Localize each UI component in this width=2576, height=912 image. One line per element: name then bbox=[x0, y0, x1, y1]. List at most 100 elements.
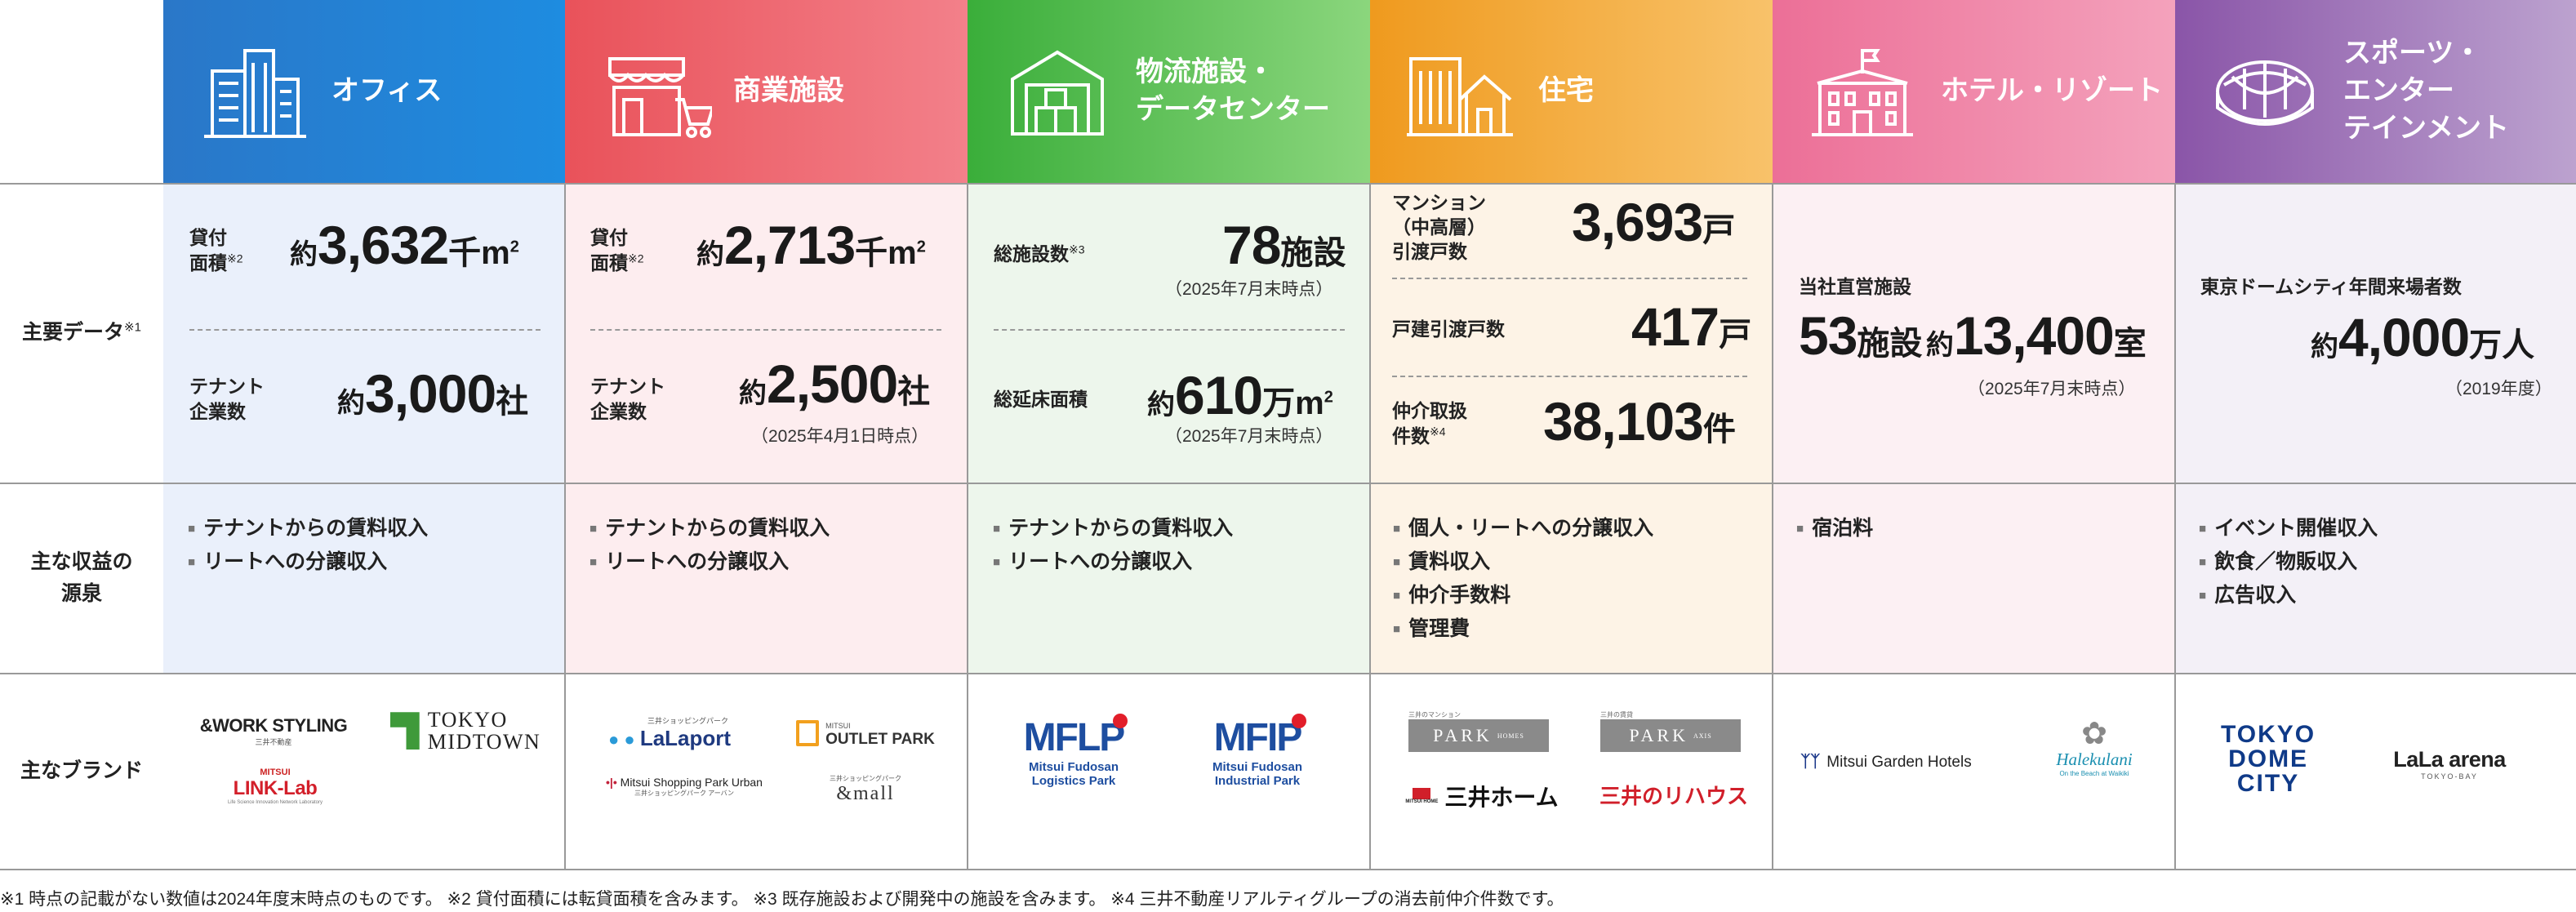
divider bbox=[994, 329, 1345, 331]
column-sports: スポーツ・ エンター テインメント bbox=[2175, 0, 2576, 183]
brand-mitsui-home-logo: MITSUI HOME 三井ホーム bbox=[1405, 785, 1559, 810]
sports-revenue-list: イベント開催収入 飲食／物販収入 広告収入 bbox=[2199, 512, 2378, 612]
brand-outlet-park-logo: MITSUI OUTLET PARK bbox=[788, 718, 943, 747]
list-item: 賃料収入 bbox=[1393, 545, 1653, 579]
divider bbox=[1772, 183, 1773, 869]
office-area-label: 貸付 面積※2 bbox=[189, 227, 243, 274]
header-title: スポーツ・ エンター テインメント bbox=[2343, 38, 2509, 144]
divider bbox=[1392, 278, 1747, 279]
warehouse-icon bbox=[1000, 42, 1114, 140]
header-title: 物流施設・ データセンター bbox=[1136, 56, 1330, 125]
divider bbox=[2174, 183, 2176, 869]
header-title: オフィス bbox=[331, 75, 443, 107]
mfip-dot-icon bbox=[1292, 714, 1306, 728]
retail-area-value: 約2,713千m2 bbox=[696, 215, 926, 275]
column-background bbox=[163, 183, 565, 673]
brand-mflp-logo: MFLP Mitsui Fudosan Logistics Park bbox=[1023, 716, 1126, 789]
list-item: リートへの分譲収入 bbox=[993, 545, 1233, 579]
brand-tokyo-dome-city-logo: TOKYO DOME CITY bbox=[2221, 721, 2316, 797]
hotel-building-icon bbox=[1805, 42, 1920, 140]
storefront-cart-icon bbox=[598, 42, 715, 140]
logistics-facility-label: 総施設数※3 bbox=[994, 242, 1085, 265]
header-title: 住宅 bbox=[1538, 75, 1594, 107]
list-item: 宿泊料 bbox=[1796, 512, 1873, 545]
brand-mfip-logo: MFIP Mitsui Fudosan Industrial Park bbox=[1212, 716, 1302, 789]
column-background bbox=[968, 183, 1370, 673]
list-item: 管理費 bbox=[1393, 612, 1653, 646]
header-retail: 商業施設 bbox=[565, 0, 968, 183]
column-hotel: ホテル・リゾート bbox=[1773, 0, 2175, 183]
row-label-revenue: 主な収益の 源泉 bbox=[30, 549, 133, 605]
list-item: イベント開催収入 bbox=[2199, 512, 2378, 545]
brand-rehouse-logo: 三井のリハウス bbox=[1599, 784, 1748, 808]
brand-work-styling-logo: &WORK STYLING 三井不動産 bbox=[199, 715, 348, 746]
divider bbox=[0, 183, 2576, 185]
header-hotel: ホテル・リゾート bbox=[1773, 0, 2175, 183]
divider bbox=[1392, 376, 1747, 377]
footnote: ※1 時点の記載がない数値は2024年度末時点のものです。 ※2 貸付面積には転… bbox=[0, 890, 1564, 909]
list-item: テナントからの賃料収入 bbox=[589, 512, 830, 545]
sports-value: 約4,000万人 bbox=[2311, 307, 2535, 367]
housing-detached-label: 戸建引渡戸数 bbox=[1392, 318, 1505, 340]
housing-mansion-label: マンション （中高層） 引渡戸数 bbox=[1392, 192, 1486, 262]
logistics-floor-label: 総延床面積 bbox=[994, 389, 1088, 410]
outlet-mark-icon bbox=[796, 719, 820, 746]
housing-broker-value: 38,103件 bbox=[1543, 391, 1736, 452]
housing-mansion-value: 3,693戸 bbox=[1572, 192, 1736, 252]
list-item: 個人・リートへの分譲収入 bbox=[1393, 512, 1653, 545]
list-item: 飲食／物販収入 bbox=[2199, 545, 2378, 579]
divider bbox=[967, 183, 968, 869]
column-background bbox=[565, 183, 968, 673]
list-item: 仲介手数料 bbox=[1393, 579, 1653, 612]
list-item: テナントからの賃料収入 bbox=[993, 512, 1233, 545]
column-retail: 商業施設 bbox=[565, 0, 968, 183]
row-label-main-data: 主要データ※1 bbox=[22, 320, 141, 345]
houses-icon bbox=[1403, 42, 1517, 140]
retail-tenant-value: 約2,500社 bbox=[739, 354, 931, 414]
brand-lala-arena-logo: LaLa arena TOKYO-BAY bbox=[2393, 747, 2506, 781]
list-item: リートへの分譲収入 bbox=[589, 545, 830, 579]
header-sports: スポーツ・ エンター テインメント bbox=[2175, 0, 2576, 183]
orchid-icon: ✿ bbox=[2081, 717, 2107, 751]
row-label-brands: 主なブランド bbox=[20, 759, 143, 782]
divider bbox=[0, 869, 2576, 870]
list-item: 広告収入 bbox=[2199, 579, 2378, 612]
mflp-dot-icon bbox=[1113, 714, 1128, 728]
divider bbox=[564, 183, 566, 869]
office-building-icon bbox=[196, 42, 310, 140]
list-item: リートへの分譲収入 bbox=[188, 545, 428, 579]
column-office: オフィス bbox=[163, 0, 565, 183]
header-title: 商業施設 bbox=[733, 75, 844, 107]
header-logistics: 物流施設・ データセンター bbox=[968, 0, 1370, 183]
logistics-revenue-list: テナントからの賃料収入 リートへの分譲収入 bbox=[993, 512, 1233, 579]
logistics-floor-value: 約610万m2 bbox=[1147, 365, 1333, 425]
hotel-revenue-list: 宿泊料 bbox=[1796, 512, 1873, 545]
brand-halekulani-logo: ✿ Halekulani On the Beach at Waikiki bbox=[2056, 717, 2133, 777]
brand-park-axis-logo: 三井の賃貸 PARK AXIS bbox=[1600, 710, 1741, 752]
housing-revenue-list: 個人・リートへの分譲収入 賃料収入 仲介手数料 管理費 bbox=[1393, 512, 1653, 646]
column-housing: 住宅 bbox=[1370, 0, 1773, 183]
retail-tenant-label: テナント 企業数 bbox=[590, 376, 665, 423]
column-background bbox=[1773, 183, 2175, 673]
sports-label: 東京ドームシティ年間来場者数 bbox=[2200, 276, 2462, 297]
housing-broker-label: 仲介取扱 件数※4 bbox=[1392, 400, 1467, 447]
sports-date: （2019年度） bbox=[2445, 380, 2552, 398]
brand-park-homes-logo: 三井のマンション PARK HOMES bbox=[1408, 710, 1549, 752]
brand-garden-hotels-logo: ᛉᛉ Mitsui Garden Hotels bbox=[1800, 753, 1972, 771]
garden-hotels-mark-icon: ᛉᛉ bbox=[1800, 753, 1821, 771]
list-item: テナントからの賃料収入 bbox=[188, 512, 428, 545]
logistics-floor-date: （2025年7月末時点） bbox=[1165, 427, 1333, 446]
brand-link-lab-logo: MITSUI LINK-Lab Life Science Innovation … bbox=[227, 767, 323, 805]
brand-tokyo-midtown-logo: TOKYO MIDTOWN bbox=[380, 709, 551, 754]
divider bbox=[1369, 183, 1371, 869]
hotel-date: （2025年7月末時点） bbox=[1968, 380, 2136, 398]
divider bbox=[189, 329, 541, 331]
logistics-facility-date: （2025年7月末時点） bbox=[1165, 280, 1333, 299]
mitsui-home-mark-icon bbox=[1413, 788, 1431, 799]
logistics-facility-value: 78施設 bbox=[1222, 215, 1346, 275]
office-revenue-list: テナントからの賃料収入 リートへの分譲収入 bbox=[188, 512, 428, 579]
office-tenant-label: テナント 企業数 bbox=[189, 376, 265, 423]
column-logistics: 物流施設・ データセンター bbox=[968, 0, 1370, 183]
brand-and-mall-logo: 三井ショッピングパーク &mall bbox=[830, 775, 901, 804]
hotel-value: 53施設 約13,400室 bbox=[1799, 305, 2147, 366]
